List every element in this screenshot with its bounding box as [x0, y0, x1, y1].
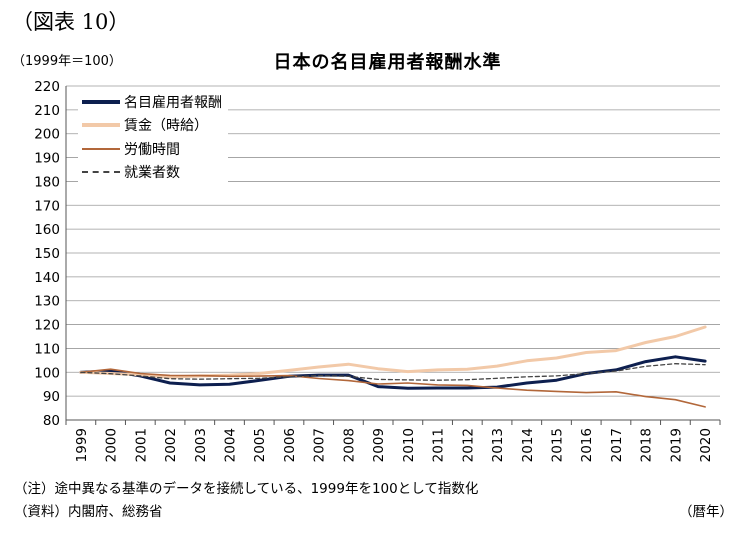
- x-tick-label: 1999: [74, 428, 90, 462]
- series-line: [80, 368, 706, 408]
- y-tick-label: 160: [34, 222, 60, 238]
- x-tick-label: 2014: [520, 428, 536, 462]
- legend-label: 賃金（時給）: [124, 118, 208, 135]
- x-tick-label: 2002: [163, 428, 179, 462]
- y-tick-label: 100: [34, 365, 60, 381]
- x-tick-label: 2007: [312, 428, 328, 462]
- legend-swatch: [82, 99, 120, 104]
- x-tick-label: 2020: [698, 428, 714, 462]
- x-tick-label: 2008: [341, 428, 357, 462]
- y-tick-label: 120: [34, 318, 60, 334]
- x-tick-label: 2000: [104, 428, 120, 462]
- x-tick-label: 2017: [609, 428, 625, 462]
- x-tick-label: 2003: [193, 428, 209, 462]
- y-tick-label: 90: [43, 389, 60, 405]
- y-tick-label: 80: [43, 413, 60, 429]
- x-tick-label: 2006: [282, 428, 298, 462]
- x-tick-label: 2010: [401, 428, 417, 462]
- y-tick-label: 220: [34, 79, 60, 95]
- y-tick-label: 110: [34, 341, 60, 357]
- x-tick-label: 2015: [550, 428, 566, 462]
- legend-swatch: [82, 171, 120, 174]
- series-line: [79, 325, 707, 379]
- y-tick-label: 130: [34, 294, 60, 310]
- source-note: （資料）内閣府、総務省: [14, 504, 163, 520]
- x-tick-label: 2004: [223, 428, 239, 462]
- x-tick-label: 2016: [579, 428, 595, 462]
- chart-legend: 名目雇用者報酬 賃金（時給） 労働時間 就業者数: [78, 88, 228, 186]
- x-tick-label: 2013: [490, 428, 506, 462]
- y-tick-label: 190: [34, 151, 60, 167]
- unit-label: （1999年＝100）: [12, 54, 122, 69]
- y-tick-label: 150: [34, 246, 60, 262]
- x-tick-label: 2019: [668, 428, 684, 462]
- chart-title: 日本の名目雇用者報酬水準: [273, 52, 502, 73]
- legend-item: 名目雇用者報酬: [82, 90, 222, 114]
- legend-label: 労働時間: [124, 141, 180, 158]
- figure-label: （図表 10）: [12, 10, 130, 34]
- legend-swatch: [82, 147, 120, 150]
- legend-item: 賃金（時給）: [82, 114, 222, 138]
- y-tick-label: 200: [34, 127, 60, 143]
- x-tick-label: 2018: [639, 428, 655, 462]
- legend-item: 労働時間: [82, 137, 222, 161]
- y-tick-label: 140: [34, 270, 60, 286]
- legend-label: 就業者数: [124, 165, 180, 182]
- legend-label: 名目雇用者報酬: [124, 94, 222, 111]
- x-tick-label: 2001: [133, 428, 149, 462]
- y-tick-label: 170: [34, 198, 60, 214]
- footnote: （注）途中異なる基準のデータを接続している、1999年を100として指数化: [14, 481, 479, 497]
- x-tick-label: 2012: [460, 428, 476, 462]
- y-tick-label: 180: [34, 174, 60, 190]
- x-tick-label: 2011: [431, 428, 447, 462]
- series-line: [80, 363, 706, 381]
- legend-item: 就業者数: [82, 161, 222, 185]
- y-tick-label: 210: [34, 103, 60, 119]
- x-tick-label: 2005: [252, 428, 268, 462]
- x-tick-label: 2009: [371, 428, 387, 462]
- x-axis-unit: （暦年）: [679, 504, 733, 520]
- legend-swatch: [82, 123, 120, 128]
